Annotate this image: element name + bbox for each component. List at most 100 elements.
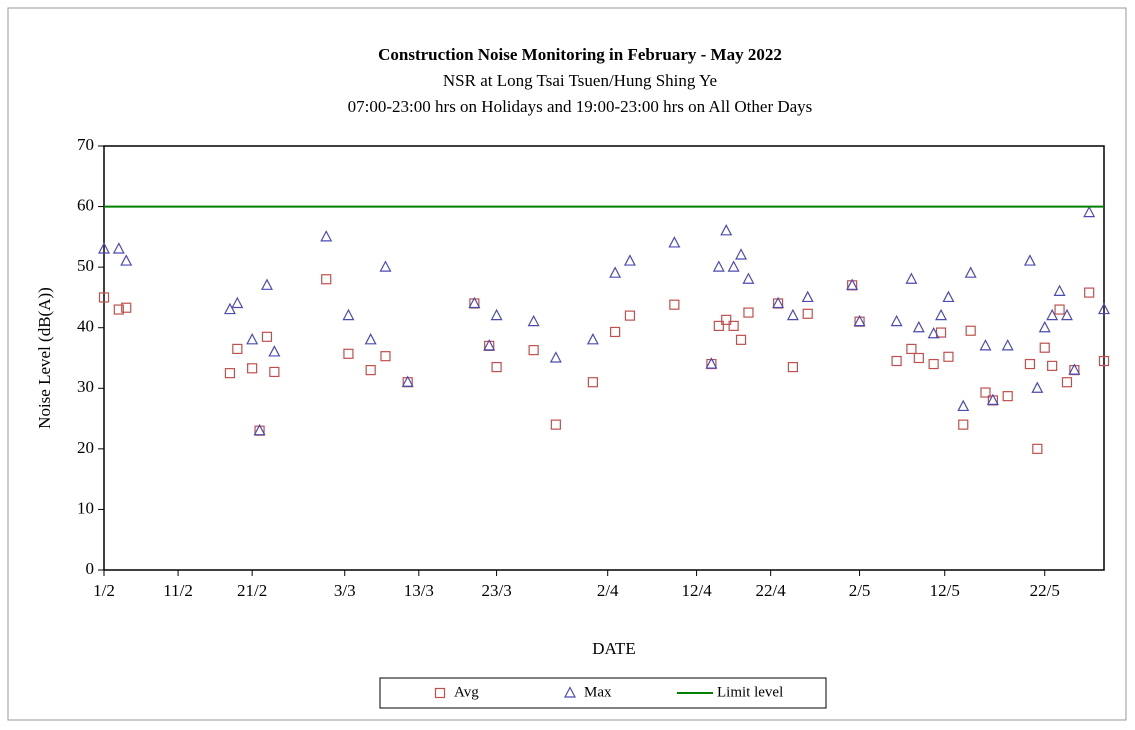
- point: [942, 290, 955, 303]
- point: [549, 351, 562, 363]
- y-axis-label: Noise Level (dB(A)): [35, 287, 54, 429]
- point: [1001, 339, 1014, 351]
- point: [669, 299, 680, 310]
- y-tick-label: 40: [77, 317, 94, 336]
- point: [98, 242, 110, 254]
- legend-label: Max: [584, 684, 612, 700]
- point: [586, 333, 599, 345]
- point: [1046, 308, 1059, 321]
- point: [1061, 377, 1073, 388]
- x-tick-label: 12/4: [681, 581, 712, 600]
- legend-label: Avg: [454, 684, 479, 700]
- x-tick-label: 13/3: [404, 581, 434, 600]
- point: [906, 343, 917, 355]
- point: [120, 254, 133, 266]
- y-tick-label: 70: [77, 135, 94, 154]
- point: [965, 325, 976, 336]
- chart-frame: [7, 7, 1127, 721]
- point: [705, 357, 718, 369]
- point: [1024, 358, 1036, 370]
- point: [550, 419, 561, 430]
- point: [224, 368, 236, 379]
- point: [1023, 254, 1036, 266]
- point: [232, 343, 243, 355]
- x-tick-label: 2/5: [849, 581, 871, 600]
- x-tick-label: 23/3: [481, 581, 511, 600]
- point: [743, 307, 754, 318]
- point: [1083, 205, 1096, 218]
- point: [1098, 302, 1110, 315]
- point: [223, 302, 236, 315]
- point: [610, 326, 621, 338]
- point: [935, 308, 948, 321]
- point: [247, 363, 258, 374]
- point: [364, 333, 377, 345]
- x-axis-label: DATE: [592, 639, 635, 658]
- point: [958, 419, 969, 430]
- point: [846, 278, 859, 290]
- point: [260, 278, 273, 290]
- point: [269, 366, 280, 378]
- y-tick-label: 50: [77, 256, 94, 275]
- point: [380, 351, 391, 362]
- x-tick-label: 3/3: [334, 581, 356, 600]
- point: [928, 358, 939, 370]
- point: [912, 320, 925, 333]
- point: [1039, 342, 1050, 353]
- point: [802, 308, 813, 319]
- chart-subtitle: 07:00-23:00 hrs on Holidays and 19:00-23…: [348, 97, 813, 116]
- point: [587, 377, 598, 388]
- point: [853, 314, 866, 327]
- y-tick-label: 10: [77, 498, 94, 517]
- point: [112, 242, 125, 254]
- point: [927, 326, 940, 339]
- point: [1068, 363, 1081, 375]
- point: [1038, 320, 1051, 333]
- point: [905, 272, 918, 284]
- point: [801, 290, 814, 303]
- legend-box: [379, 677, 827, 709]
- legend-swatch: [564, 686, 576, 698]
- x-tick-label: 22/4: [756, 581, 787, 600]
- point: [468, 296, 481, 309]
- y-tick-label: 20: [77, 438, 94, 457]
- point: [1054, 304, 1065, 315]
- point: [609, 266, 622, 278]
- point: [527, 314, 540, 327]
- point: [980, 387, 991, 398]
- point: [246, 333, 259, 345]
- legend-swatch: [434, 687, 446, 699]
- point: [742, 272, 755, 284]
- point: [401, 375, 414, 387]
- point: [964, 266, 977, 278]
- y-tick-label: 0: [86, 559, 95, 578]
- point: [957, 399, 970, 412]
- x-tick-label: 21/2: [237, 581, 267, 600]
- point: [986, 393, 999, 405]
- point: [979, 339, 992, 351]
- point: [1032, 443, 1043, 454]
- point: [1053, 284, 1066, 296]
- point: [98, 292, 110, 303]
- point: [1060, 308, 1073, 321]
- legend-label: Limit level: [717, 684, 783, 700]
- point: [787, 361, 798, 373]
- point: [727, 260, 740, 272]
- chart-title: Construction Noise Monitoring in Februar…: [378, 45, 782, 64]
- point: [320, 230, 333, 242]
- point: [231, 296, 244, 309]
- point: [735, 248, 748, 260]
- point: [721, 314, 732, 325]
- point: [1031, 381, 1044, 393]
- point: [1084, 287, 1095, 298]
- point: [121, 302, 132, 313]
- point: [268, 345, 281, 357]
- point: [890, 314, 903, 327]
- y-tick-label: 30: [77, 377, 94, 396]
- chart-subtitle: NSR at Long Tsai Tsuen/Hung Shing Ye: [443, 71, 717, 90]
- point: [1002, 391, 1013, 402]
- point: [528, 345, 539, 356]
- point: [943, 351, 954, 362]
- x-tick-label: 1/2: [93, 581, 115, 600]
